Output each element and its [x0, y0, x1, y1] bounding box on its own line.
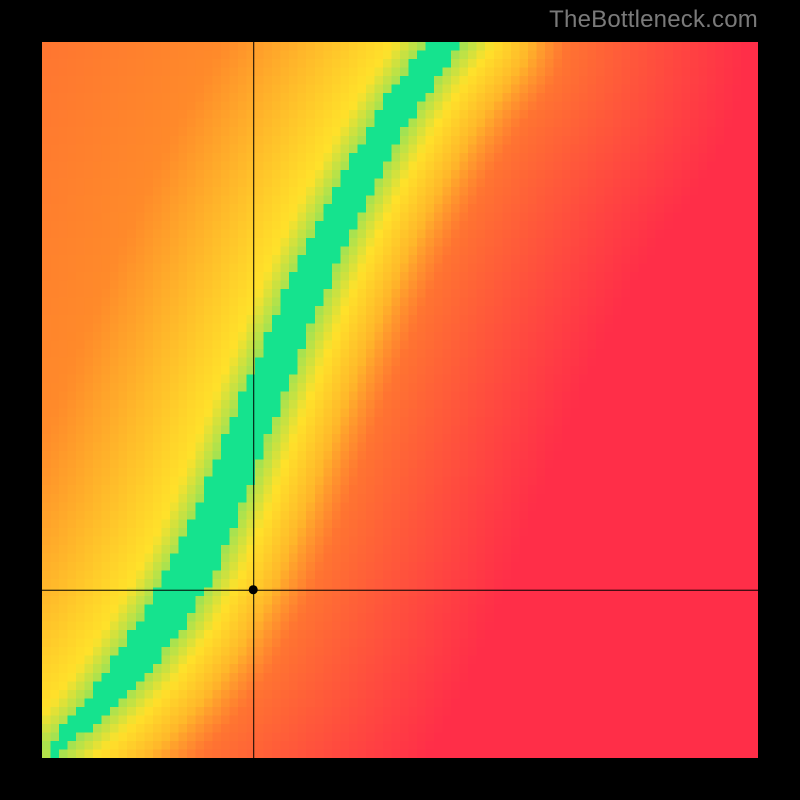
heatmap-overlay: [42, 42, 758, 758]
heatmap-plot: [42, 42, 758, 758]
watermark-text: TheBottleneck.com: [549, 6, 758, 34]
